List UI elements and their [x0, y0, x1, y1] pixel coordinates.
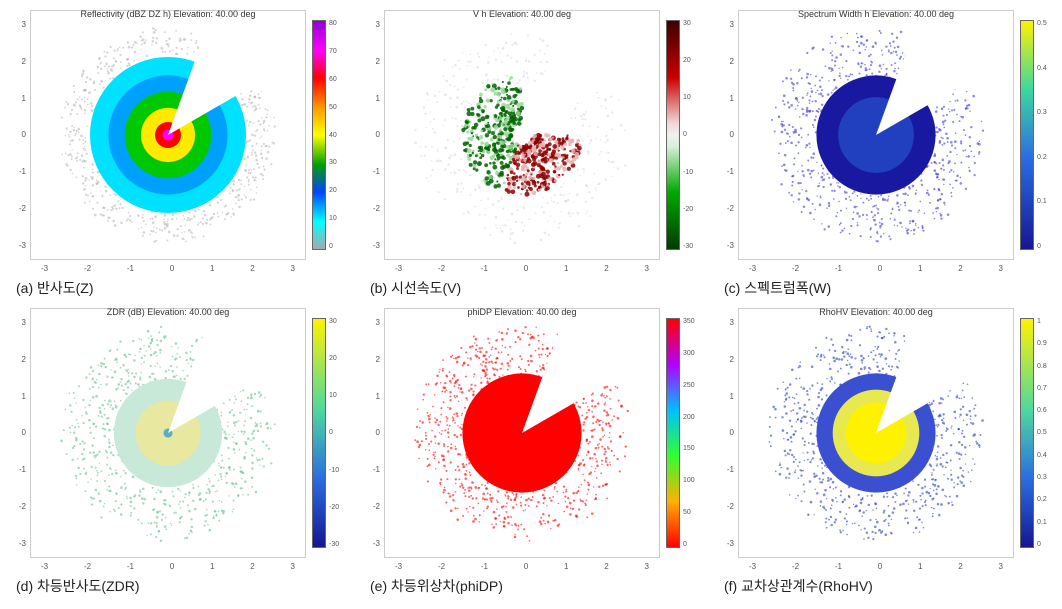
colorbar-labels: 00.10.20.30.40.5	[1037, 20, 1047, 250]
x-axis-ticks: -3-2-10123	[395, 562, 649, 571]
plot-d: ZDR (dB) Elevation: 40.00 deg-3-2-10123	[30, 308, 306, 558]
x-axis-ticks: -3-2-10123	[41, 264, 295, 273]
x-axis-ticks: -3-2-10123	[749, 562, 1003, 571]
caption-a: (a) 반사도(Z)	[10, 278, 344, 298]
plot-title-d: ZDR (dB) Elevation: 40.00 deg	[31, 307, 305, 317]
colorbar-labels: 01020304050607080	[329, 20, 337, 250]
caption-b: (b) 시선속도(V)	[364, 278, 698, 298]
chart-f: -3-2-10123RhoHV Elevation: 40.00 deg-3-2…	[718, 308, 1052, 558]
chart-e: -3-2-10123phiDP Elevation: 40.00 deg-3-2…	[364, 308, 698, 558]
radar-svg-d	[41, 319, 295, 547]
y-axis-ticks: -3-2-10123	[718, 318, 734, 548]
caption-e: (e) 차등위상차(phiDP)	[364, 576, 698, 596]
plot-title-c: Spectrum Width h Elevation: 40.00 deg	[739, 9, 1013, 19]
x-axis-ticks: -3-2-10123	[41, 562, 295, 571]
x-axis-ticks: -3-2-10123	[395, 264, 649, 273]
panel-c: -3-2-10123Spectrum Width h Elevation: 40…	[718, 10, 1052, 298]
colorbar-labels: 050100150200250300350	[683, 318, 695, 548]
colorbar-c: 00.10.20.30.40.5	[1014, 10, 1052, 260]
y-axis-ticks: -3-2-10123	[718, 20, 734, 250]
colorbar-strip	[666, 20, 680, 250]
chart-c: -3-2-10123Spectrum Width h Elevation: 40…	[718, 10, 1052, 260]
colorbar-strip	[1020, 20, 1034, 250]
chart-a: -3-2-10123 Reflectivity (dBZ DZ h) Elevat…	[10, 10, 344, 260]
plot-b: V h Elevation: 40.00 deg-3-2-10123	[384, 10, 660, 260]
radar-svg-f	[749, 319, 1003, 547]
radar-svg-e	[395, 319, 649, 547]
colorbar-strip	[666, 318, 680, 548]
colorbar-a: 01020304050607080	[306, 10, 344, 260]
radar-svg-c	[749, 21, 1003, 249]
panel-d: -3-2-10123ZDR (dB) Elevation: 40.00 deg-…	[10, 308, 344, 596]
plot-title-f: RhoHV Elevation: 40.00 deg	[739, 307, 1013, 317]
y-axis-ticks: -3-2-10123	[364, 20, 380, 250]
caption-d: (d) 차등반사도(ZDR)	[10, 576, 344, 596]
panel-a: -3-2-10123 Reflectivity (dBZ DZ h) Elevat…	[10, 10, 344, 298]
plot-c: Spectrum Width h Elevation: 40.00 deg-3-…	[738, 10, 1014, 260]
chart-b: -3-2-10123V h Elevation: 40.00 deg-3-2-1…	[364, 10, 698, 260]
colorbar-labels: 00.10.20.30.40.50.60.70.80.91	[1037, 318, 1047, 548]
colorbar-b: -30-20-100102030	[660, 10, 698, 260]
colorbar-strip	[312, 20, 326, 250]
colorbar-labels: -30-20-100102030	[683, 20, 693, 250]
colorbar-f: 00.10.20.30.40.50.60.70.80.91	[1014, 308, 1052, 558]
caption-c: (c) 스펙트럼폭(W)	[718, 278, 1052, 298]
colorbar-strip	[312, 318, 326, 548]
plot-f: RhoHV Elevation: 40.00 deg-3-2-10123	[738, 308, 1014, 558]
panel-e: -3-2-10123phiDP Elevation: 40.00 deg-3-2…	[364, 308, 698, 596]
panel-b: -3-2-10123V h Elevation: 40.00 deg-3-2-1…	[364, 10, 698, 298]
plot-a: Reflectivity (dBZ DZ h) Elevation: 40.00…	[30, 10, 306, 260]
plot-e: phiDP Elevation: 40.00 deg-3-2-10123	[384, 308, 660, 558]
plot-title-b: V h Elevation: 40.00 deg	[385, 9, 659, 19]
radar-svg-a	[41, 21, 295, 249]
x-axis-ticks: -3-2-10123	[749, 264, 1003, 273]
y-axis-ticks: -3-2-10123	[364, 318, 380, 548]
colorbar-d: -30-20-100102030	[306, 308, 344, 558]
plot-title-a: Reflectivity (dBZ DZ h) Elevation: 40.00…	[31, 9, 305, 19]
caption-f: (f) 교차상관계수(RhoHV)	[718, 576, 1052, 596]
chart-d: -3-2-10123ZDR (dB) Elevation: 40.00 deg-…	[10, 308, 344, 558]
colorbar-e: 050100150200250300350	[660, 308, 698, 558]
y-axis-ticks: -3-2-10123	[10, 318, 26, 548]
plot-title-e: phiDP Elevation: 40.00 deg	[385, 307, 659, 317]
panel-f: -3-2-10123RhoHV Elevation: 40.00 deg-3-2…	[718, 308, 1052, 596]
colorbar-strip	[1020, 318, 1034, 548]
y-axis-ticks: -3-2-10123	[10, 20, 26, 250]
radar-svg-b	[395, 21, 649, 249]
colorbar-labels: -30-20-100102030	[329, 318, 339, 548]
